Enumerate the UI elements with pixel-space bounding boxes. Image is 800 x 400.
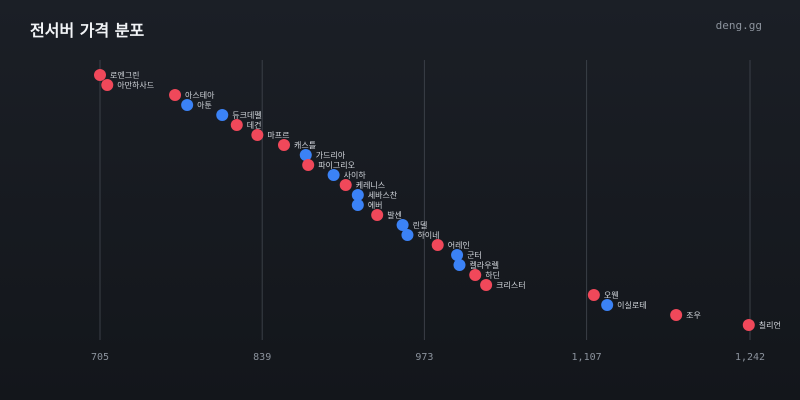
data-point[interactable] (451, 249, 464, 261)
data-point[interactable] (327, 169, 340, 181)
x-tick-label: 973 (415, 352, 433, 363)
data-point-label: 조우 (686, 311, 701, 320)
data-point[interactable] (277, 139, 290, 151)
data-point[interactable] (351, 189, 364, 201)
data-point[interactable] (216, 109, 229, 121)
data-point[interactable] (299, 149, 312, 161)
x-axis-ticks: 705 839 973 1,107 1,242 (91, 352, 765, 363)
data-point[interactable] (453, 259, 466, 271)
data-point-label: 캐스틀 (294, 141, 316, 150)
data-point[interactable] (396, 219, 409, 231)
data-point[interactable] (181, 99, 194, 111)
data-point-label: 세바스찬 (368, 190, 398, 200)
data-point-label: 이실로테 (617, 300, 646, 310)
data-point-label: 켈라우렐 (469, 261, 498, 270)
data-point-label: 아만하사드 (117, 80, 154, 90)
grid-layer (99, 60, 751, 340)
data-point-label: 하딘 (485, 270, 500, 280)
data-point-label: 크리스터 (496, 281, 525, 290)
data-point-label: 파이그리오 (318, 160, 355, 170)
data-point[interactable] (339, 179, 352, 191)
x-tick-label: 705 (91, 352, 109, 363)
data-point-label: 아툰 (197, 100, 212, 110)
data-point-label: 어레인 (448, 240, 470, 250)
data-point-label: 오웬 (604, 291, 619, 300)
data-point[interactable] (601, 299, 614, 311)
data-point-label: 듀크데펠 (232, 110, 261, 120)
data-point-label: 데건 (247, 120, 262, 130)
data-point[interactable] (480, 279, 493, 291)
data-point[interactable] (351, 199, 364, 211)
data-point-label: 린델 (413, 220, 428, 230)
data-point-label: 가드리아 (316, 150, 346, 160)
data-point-label: 사이하 (344, 170, 367, 180)
x-tick-label: 1,107 (572, 352, 602, 363)
data-point[interactable] (587, 289, 600, 301)
data-point[interactable] (371, 209, 384, 221)
data-point-label: 아스테아 (185, 90, 215, 100)
data-point[interactable] (302, 159, 315, 171)
brand-label: deng.gg (715, 19, 762, 32)
data-point-label: 하이네 (417, 230, 439, 240)
data-point[interactable] (469, 269, 482, 281)
data-point[interactable] (670, 309, 683, 321)
data-point-label: 로엔그린 (110, 70, 139, 80)
data-point-label: 케레니스 (356, 180, 385, 190)
data-points: 로엔그린아만하사드아스테아아툰듀크데펠데건마프르캐스틀가드리아파이그리오사이하케… (94, 69, 781, 331)
data-point[interactable] (169, 89, 182, 101)
x-tick-label: 839 (253, 352, 271, 363)
data-point[interactable] (401, 229, 414, 241)
chart-title: 전서버 가격 분포 (30, 21, 145, 40)
data-point-label: 마프르 (267, 131, 289, 140)
data-point[interactable] (742, 319, 755, 331)
data-point-label: 칠리언 (759, 320, 781, 330)
x-tick-label: 1,242 (735, 352, 765, 363)
data-point[interactable] (94, 69, 106, 81)
data-point[interactable] (431, 239, 444, 251)
data-point[interactable] (251, 129, 264, 141)
data-point-label: 군터 (467, 251, 482, 260)
data-point[interactable] (101, 79, 114, 91)
data-point-label: 에버 (368, 200, 383, 210)
data-point-label: 발센 (387, 210, 402, 220)
data-point[interactable] (230, 119, 243, 131)
